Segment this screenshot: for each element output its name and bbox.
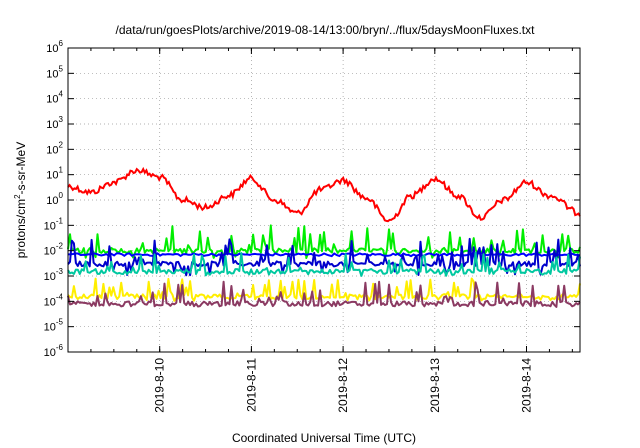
y-tick-exponent: 2: [59, 140, 64, 149]
series-line: [67, 251, 581, 277]
y-tick-base: 10: [44, 271, 56, 283]
y-tick-label: 101: [46, 166, 63, 182]
data-series: [67, 251, 581, 277]
y-tick-exponent: 6: [59, 39, 64, 48]
y-tick-base: 10: [44, 220, 56, 232]
x-tick-label: 2019-8-13: [428, 358, 442, 413]
y-tick-exponent: 1: [59, 166, 64, 175]
y-tick-base: 10: [44, 246, 56, 258]
y-tick-base: 10: [44, 296, 56, 308]
y-axis-label-exponent: 2: [13, 194, 22, 199]
y-tick-exponent: 5: [59, 64, 64, 73]
y-tick-exponent: -3: [56, 267, 64, 276]
y-tick-exponent: -4: [56, 292, 64, 301]
y-tick-exponent: 0: [59, 191, 64, 200]
series-line: [67, 166, 581, 223]
chart-title: /data/run/goesPlots/archive/2019-08-14/1…: [116, 23, 536, 37]
y-tick-exponent: 4: [59, 90, 64, 99]
y-tick-label: 102: [46, 140, 63, 156]
series-line: [67, 280, 581, 308]
y-tick-base: 10: [46, 144, 58, 156]
y-tick-base: 10: [46, 94, 58, 106]
series-group: [67, 166, 581, 308]
y-axis-label-unit: protons/cm: [14, 199, 28, 258]
y-tick-base: 10: [46, 195, 58, 207]
y-tick-label: 10-4: [44, 292, 64, 308]
y-tick-exponent: -1: [56, 216, 64, 225]
x-tick-label: 2019-8-14: [520, 358, 534, 413]
y-tick-exponent: -2: [56, 242, 64, 251]
y-tick-label: 10-1: [44, 216, 64, 232]
y-tick-label: 10-6: [44, 343, 64, 359]
y-tick-base: 10: [46, 43, 58, 55]
y-tick-label: 103: [46, 115, 63, 131]
y-tick-label: 100: [46, 191, 63, 207]
y-tick-exponent: -6: [56, 343, 64, 352]
x-axis-ticks: 2019-8-10 2019-8-11 2019-8-12 2019-8-13 2019…: [67, 48, 573, 413]
y-tick-label: 10-2: [44, 242, 64, 258]
y-tick-label: 10-3: [44, 267, 64, 283]
y-axis-label: protons/cm2-s-sr-MeV: [13, 142, 28, 258]
y-axis-label-rest: -s-sr-MeV: [14, 142, 28, 195]
y-tick-base: 10: [44, 322, 56, 334]
x-tick-label: 2019-8-10: [153, 358, 167, 413]
y-tick-label: 10-5: [44, 318, 64, 334]
y-tick-exponent: -5: [56, 318, 64, 327]
y-tick-exponent: 3: [59, 115, 64, 124]
x-axis-label: Coordinated Universal Time (UTC): [232, 431, 416, 445]
x-tick-label: 2019-8-11: [244, 358, 258, 412]
y-tick-label: 105: [46, 64, 63, 80]
y-tick-base: 10: [46, 170, 58, 182]
y-tick-label: 106: [46, 39, 63, 55]
y-tick-label: 104: [46, 90, 63, 106]
y-tick-base: 10: [46, 119, 58, 131]
x-tick-label: 2019-8-12: [336, 358, 350, 413]
data-series: [67, 280, 581, 308]
data-series: [67, 166, 581, 223]
y-tick-base: 10: [46, 68, 58, 80]
y-tick-base: 10: [44, 347, 56, 359]
y-axis-ticks: 10-610-510-410-310-210-11001011021031041…: [44, 39, 580, 359]
grid-lines: [68, 48, 580, 352]
